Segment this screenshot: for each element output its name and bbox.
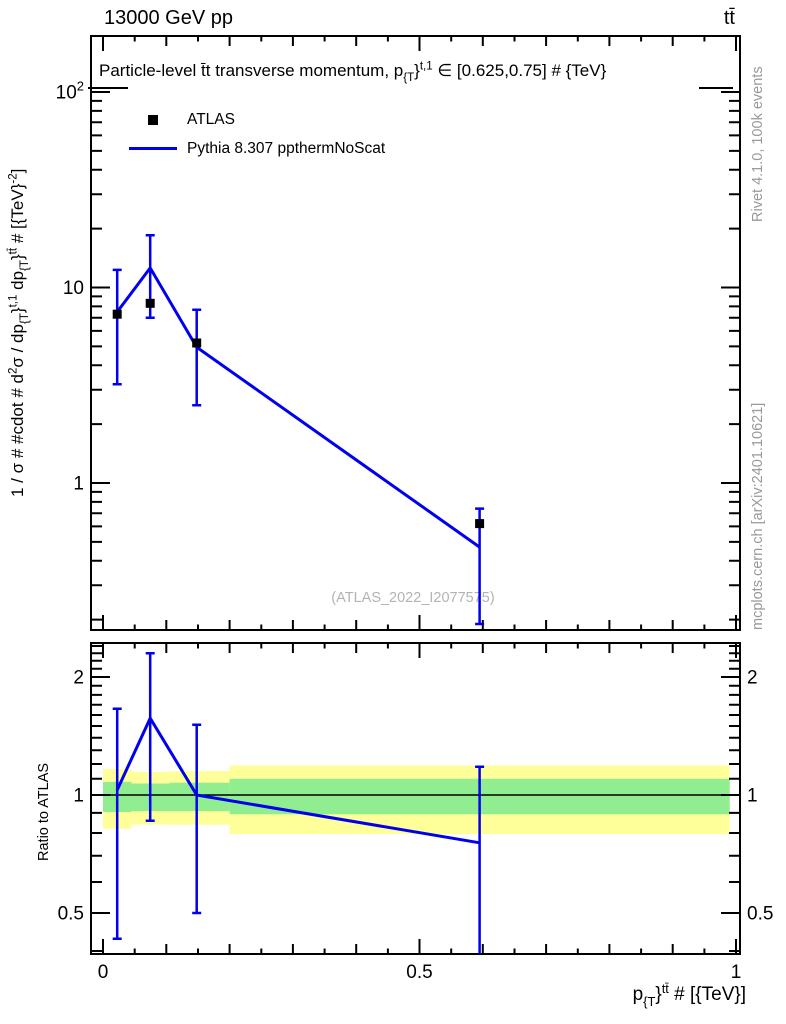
source-note: mcplots.cern.ch [arXiv:2401.10621] xyxy=(750,402,766,630)
label-text: p xyxy=(632,984,644,1005)
main-frame xyxy=(90,35,741,631)
label-supscript: -2 xyxy=(7,173,20,184)
label-subscript: {T xyxy=(643,993,656,1009)
data-point-marker xyxy=(145,298,155,308)
label-text: σ / dp xyxy=(8,324,27,368)
legend-entry: Pythia 8.307 ppthermNoScat xyxy=(128,134,385,163)
ratio-axis-label: Ratio to ATLAS xyxy=(36,762,52,861)
label-text: Particle-level t̄t transverse momentum, … xyxy=(99,61,404,80)
y-axis-label: 1 / σ # #cdot # d2σ / dp{T}t,1 dp{T}tt̄ … xyxy=(7,168,32,497)
mc-prediction-line xyxy=(115,715,480,845)
data-point-marker xyxy=(192,338,202,348)
swatch xyxy=(148,114,158,125)
main-ytick-label: 102 xyxy=(56,79,84,104)
process-label: tt̄ xyxy=(723,7,735,29)
beam-energy-label: 13000 GeV pp xyxy=(104,7,233,29)
mc-error-bars xyxy=(112,234,485,626)
label-text: # [{TeV} xyxy=(8,183,27,248)
ratio-ytick-label-right: 1 xyxy=(747,786,758,807)
label-text: 1 / σ # #cdot # d xyxy=(8,374,27,497)
data-point-marker xyxy=(112,309,122,319)
label-text: } xyxy=(8,254,27,261)
ratio-ytick-label-left: 2 xyxy=(73,668,84,689)
xtick-label: 0.5 xyxy=(406,962,432,983)
legend: ATLAS Pythia 8.307 ppthermNoScat xyxy=(128,105,385,163)
legend-entry: ATLAS xyxy=(128,105,385,134)
label-supscript: t,1 xyxy=(419,60,433,73)
title-underline-left xyxy=(88,87,128,89)
ratio-ytick-label-right: 0.5 xyxy=(747,904,773,925)
ratio-ytick-label-left: 0.5 xyxy=(58,904,84,925)
xtick-label: 1 xyxy=(731,962,742,983)
mc-prediction-line xyxy=(115,265,481,549)
main-ytick-label: 10 xyxy=(63,278,84,299)
label-subscript: {T xyxy=(403,72,415,85)
label-text: dp xyxy=(8,270,27,295)
label-text: ] xyxy=(8,168,27,174)
label-text: ∈ [0.625,0.75] # {TeV} xyxy=(432,61,607,80)
ratio-frame xyxy=(90,642,741,955)
swatch xyxy=(129,147,177,150)
label-text: } xyxy=(655,984,662,1005)
legend-line-swatch xyxy=(128,147,178,150)
legend-label: Pythia 8.307 ppthermNoScat xyxy=(187,139,386,157)
legend-square-marker-icon xyxy=(128,114,178,125)
ratio-ytick-label-left: 1 xyxy=(73,786,84,807)
mc-error-bars xyxy=(112,651,485,954)
label-supscript: tt̄ xyxy=(661,980,669,996)
label-text: } xyxy=(414,61,420,80)
plot-title: Particle-level t̄t transverse momentum, … xyxy=(99,60,607,85)
legend-label: ATLAS xyxy=(187,110,235,128)
ratio-ytick-label-right: 2 xyxy=(747,668,758,689)
generator-note: Rivet 4.1.0, 100k events xyxy=(750,66,766,222)
label-supscript: tt̄ xyxy=(7,247,20,255)
label-supscript: 2 xyxy=(7,367,20,375)
main-ytick-label: 1 xyxy=(73,474,84,495)
data-point-marker xyxy=(475,519,485,529)
x-axis-label: p{T}tt̄ # [{TeV}] xyxy=(632,980,746,1009)
analysis-watermark: (ATLAS_2022_I2077575) xyxy=(331,590,495,606)
label-subscript: {T xyxy=(19,313,32,325)
label-subscript: {T xyxy=(19,260,32,271)
xtick-label: 0 xyxy=(98,962,109,983)
title-underline-right xyxy=(699,87,733,89)
label-text: # [{TeV}] xyxy=(668,984,746,1005)
label-supscript: t,1 xyxy=(7,294,20,308)
axis-ticks xyxy=(92,37,739,953)
label-text: } xyxy=(8,307,27,314)
